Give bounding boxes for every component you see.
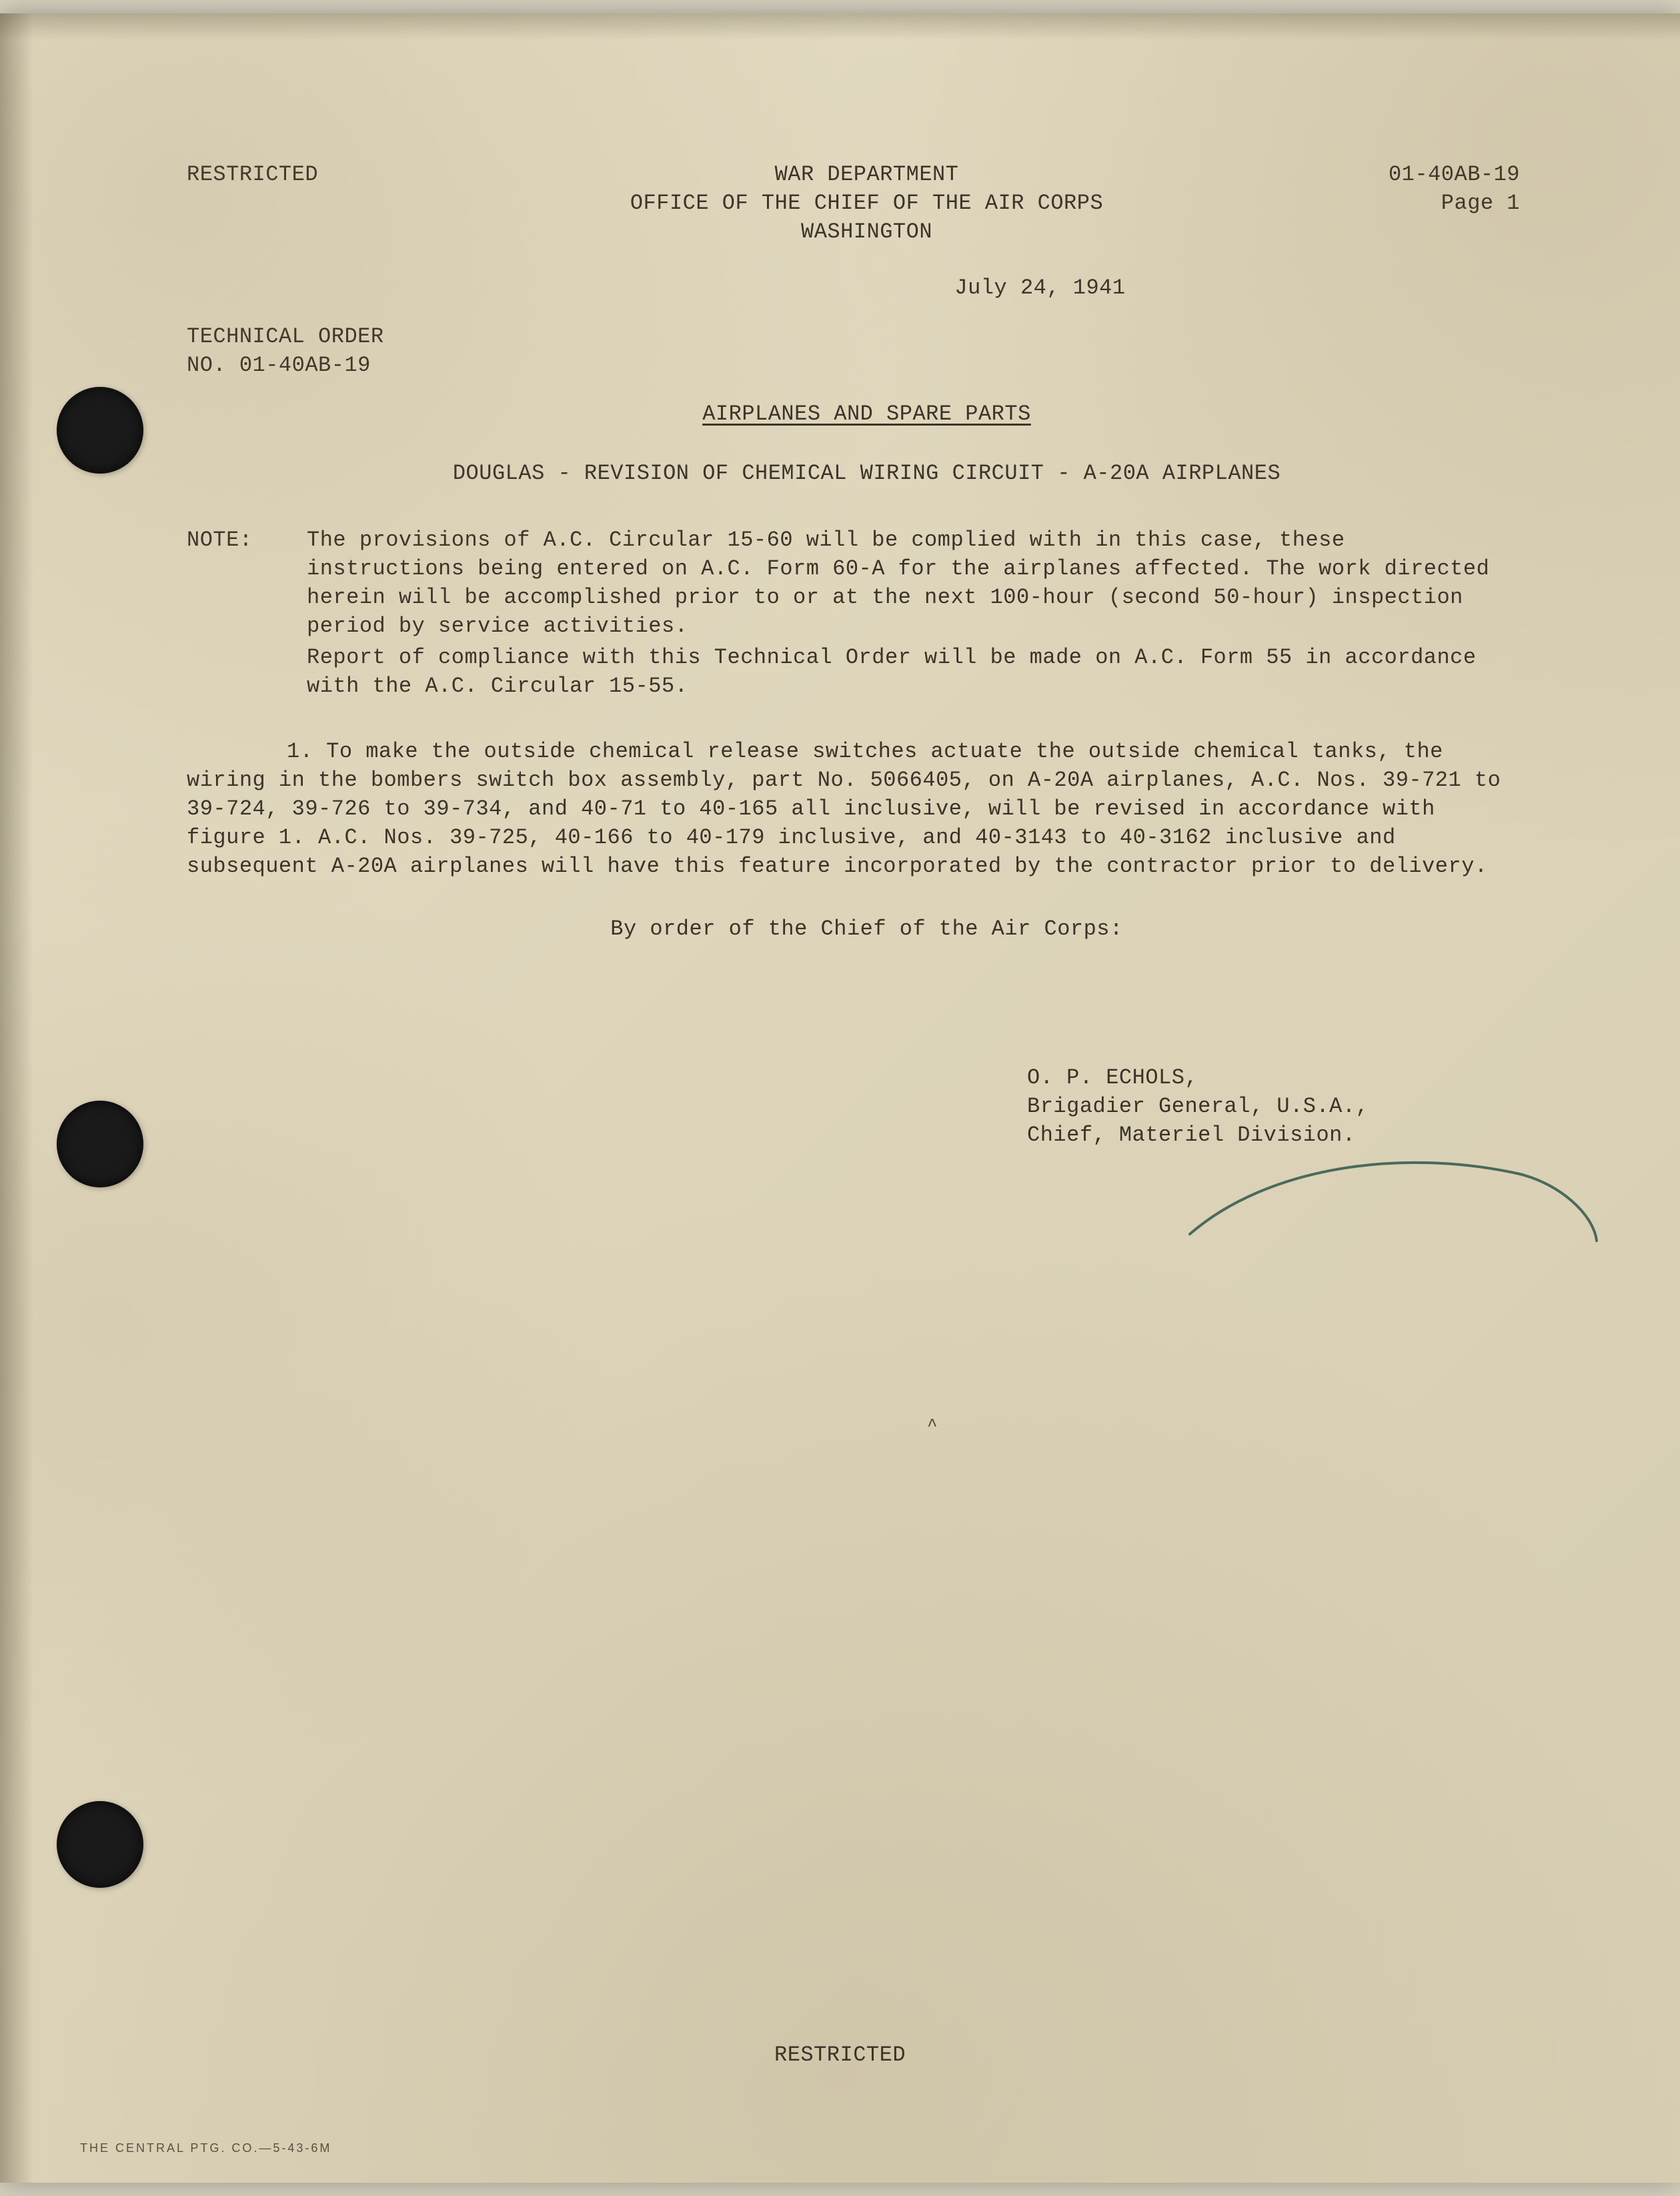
note-label: NOTE: (187, 526, 307, 704)
signature-block: O. P. ECHOLS, Brigadier General, U.S.A.,… (1027, 1063, 1547, 1150)
punch-hole-icon (57, 1101, 143, 1187)
dept-line-3: WASHINGTON (467, 217, 1267, 246)
note-paragraph-2: Report of compliance with this Technical… (307, 643, 1507, 700)
technical-order-block: TECHNICAL ORDER NO. 01-40AB-19 (187, 322, 1547, 380)
printer-imprint: THE CENTRAL PTG. CO.—5-43-6M (80, 2140, 331, 2156)
document-date: July 24, 1941 (534, 273, 1547, 302)
edge-shadow-left (0, 13, 33, 2183)
classification-bottom: RESTRICTED (0, 2041, 1680, 2069)
note-paragraph-1: The provisions of A.C. Circular 15-60 wi… (307, 526, 1507, 641)
dept-line-1: WAR DEPARTMENT (467, 160, 1267, 189)
title-main: AIRPLANES AND SPARE PARTS (187, 400, 1547, 428)
tech-order-line-2: NO. 01-40AB-19 (187, 351, 1547, 380)
signatory-name: O. P. ECHOLS, (1027, 1063, 1547, 1092)
doc-number: 01-40AB-19 (1267, 160, 1520, 189)
document-page: RESTRICTED WAR DEPARTMENT OFFICE OF THE … (0, 13, 1680, 2183)
body-para-1-text: 1. To make the outside chemical release … (187, 737, 1507, 881)
signatory-title: Chief, Materiel Division. (1027, 1121, 1547, 1149)
body-paragraph-1: 1. To make the outside chemical release … (187, 737, 1547, 881)
stray-caret-mark: ^ (927, 1414, 938, 1438)
doc-id-block: 01-40AB-19 Page 1 (1267, 160, 1547, 217)
note-block: NOTE: The provisions of A.C. Circular 15… (187, 526, 1547, 704)
punch-hole-icon (57, 1801, 143, 1888)
punch-hole-icon (57, 387, 143, 474)
edge-shadow-top (0, 13, 1680, 40)
classification-top: RESTRICTED (187, 160, 467, 189)
department-heading: WAR DEPARTMENT OFFICE OF THE CHIEF OF TH… (467, 160, 1267, 247)
note-body: The provisions of A.C. Circular 15-60 wi… (307, 526, 1547, 704)
dept-line-2: OFFICE OF THE CHIEF OF THE AIR CORPS (467, 189, 1267, 217)
title-subject: DOUGLAS - REVISION OF CHEMICAL WIRING CI… (187, 459, 1547, 488)
by-order-line: By order of the Chief of the Air Corps: (187, 915, 1547, 943)
signatory-rank: Brigadier General, U.S.A., (1027, 1092, 1547, 1121)
page-number: Page 1 (1267, 189, 1520, 217)
pen-scribble-mark (1186, 1141, 1600, 1247)
header-row: RESTRICTED WAR DEPARTMENT OFFICE OF THE … (187, 160, 1547, 247)
tech-order-line-1: TECHNICAL ORDER (187, 322, 1547, 351)
